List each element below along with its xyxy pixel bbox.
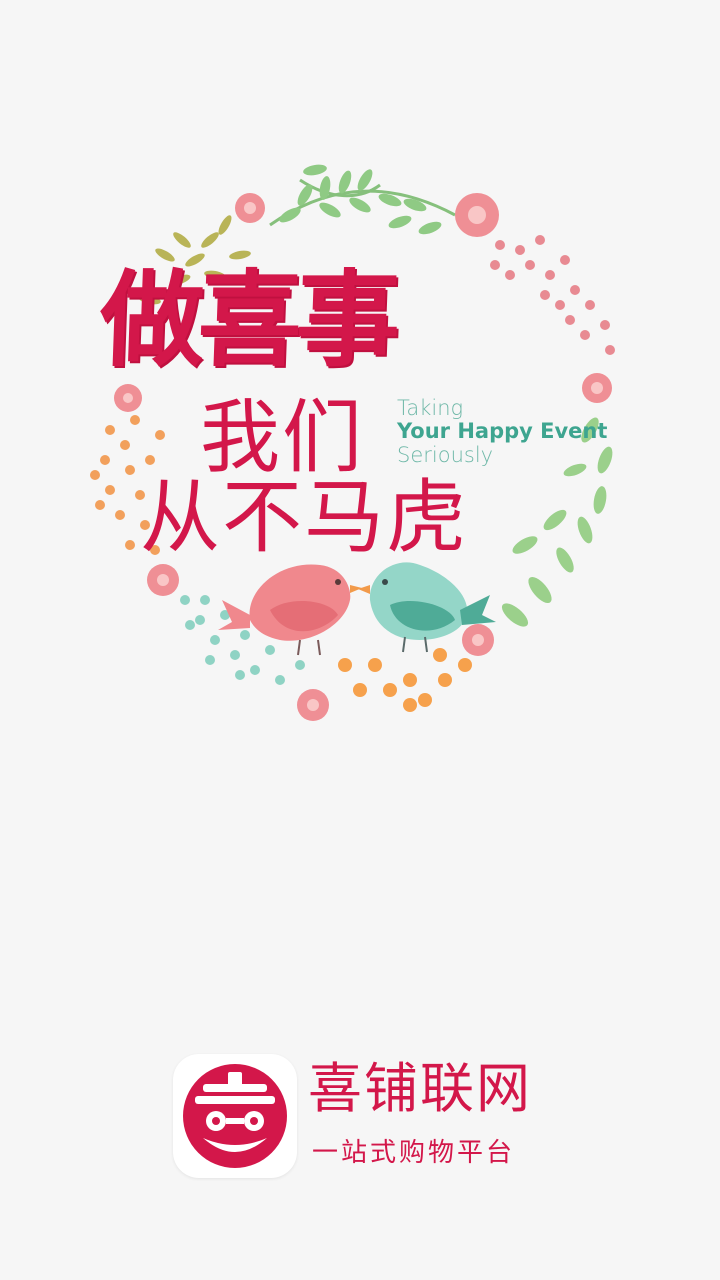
floral-wreath-illustration [90,164,615,721]
teal-bird [358,562,496,653]
tagline-line-3: Seriously [397,443,494,467]
app-logo-icon [173,1054,297,1178]
tagline-line-2: Your Happy Event [397,419,608,443]
headline-line-3: 从不马虎 [140,471,468,564]
headline-line-2: 我们 [200,391,364,484]
brand-slogan: 一站式购物平台 [312,1138,516,1168]
headline: 做喜事 [97,259,397,381]
tagline-line-1: Taking [397,396,464,420]
pink-bird [218,564,362,656]
brand-name: 喜铺联网 [308,1057,532,1120]
